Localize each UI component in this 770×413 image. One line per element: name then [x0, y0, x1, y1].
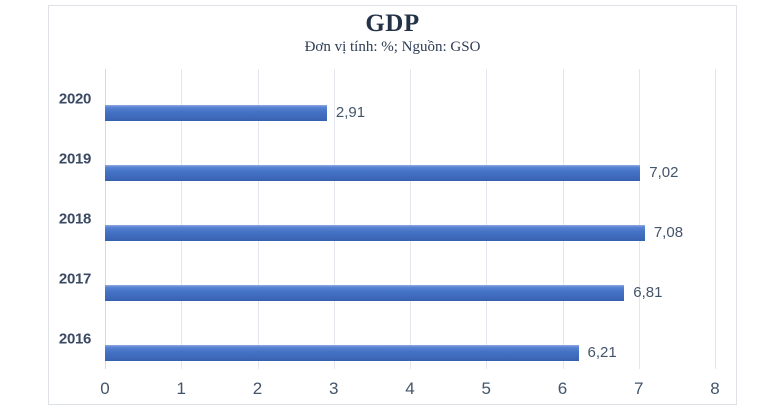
x-tick-label: 5: [481, 379, 491, 398]
year-label: 2016: [58, 330, 92, 348]
gridline: [410, 69, 411, 369]
year-label: 2019: [58, 150, 92, 168]
chart-subtitle: Đơn vị tính: %; Nguồn: GSO: [304, 39, 481, 55]
gridline: [486, 69, 488, 369]
bar: [105, 165, 641, 181]
x-tick-label: 6: [557, 379, 568, 398]
gridline: [257, 69, 259, 369]
y-axis-line: [105, 69, 106, 369]
bar-row: 2019 7,02: [59, 129, 715, 189]
chart-title: GDP: [365, 10, 420, 37]
gridline: [638, 69, 640, 369]
value-label: 6,21: [587, 344, 617, 361]
value-label: 7,08: [653, 224, 684, 241]
bar: [105, 225, 645, 241]
x-tick-label: 8: [710, 379, 720, 398]
bar: [105, 105, 327, 121]
year-label: 2017: [58, 270, 92, 288]
gridline: [181, 69, 183, 369]
bar: [105, 285, 625, 301]
x-tick-label: 0: [100, 379, 110, 398]
value-label: 7,02: [649, 164, 679, 181]
chart-container: GDP Đơn vị tính: %; Nguồn: GSO 0 1 2 3 4 5 6 7 8…: [48, 5, 737, 405]
x-tick-label: 7: [634, 379, 644, 398]
bar-row: 2017 6,81: [59, 249, 715, 309]
plot-area: 0 1 2 3 4 5 6 7 8 2020 2,91 2019 7,02 2018 7,08 2017 6,8…: [59, 69, 720, 398]
gridline: [333, 69, 335, 369]
bar: [105, 345, 579, 361]
x-tick-label: 3: [329, 379, 339, 398]
year-label: 2018: [58, 210, 92, 228]
year-label: 2020: [58, 90, 92, 108]
x-tick-label: 1: [176, 379, 186, 398]
bar-row: 2020 2,91: [59, 69, 715, 129]
value-label: 2,91: [335, 104, 366, 121]
x-tick-label: 4: [405, 379, 415, 398]
bar-row: 2016 6,21: [59, 309, 715, 369]
value-label: 6,81: [633, 284, 663, 301]
gridline: [715, 69, 716, 369]
bar-row: 2018 7,08: [59, 189, 715, 249]
gridline: [562, 69, 564, 369]
x-tick-label: 2: [252, 379, 263, 398]
